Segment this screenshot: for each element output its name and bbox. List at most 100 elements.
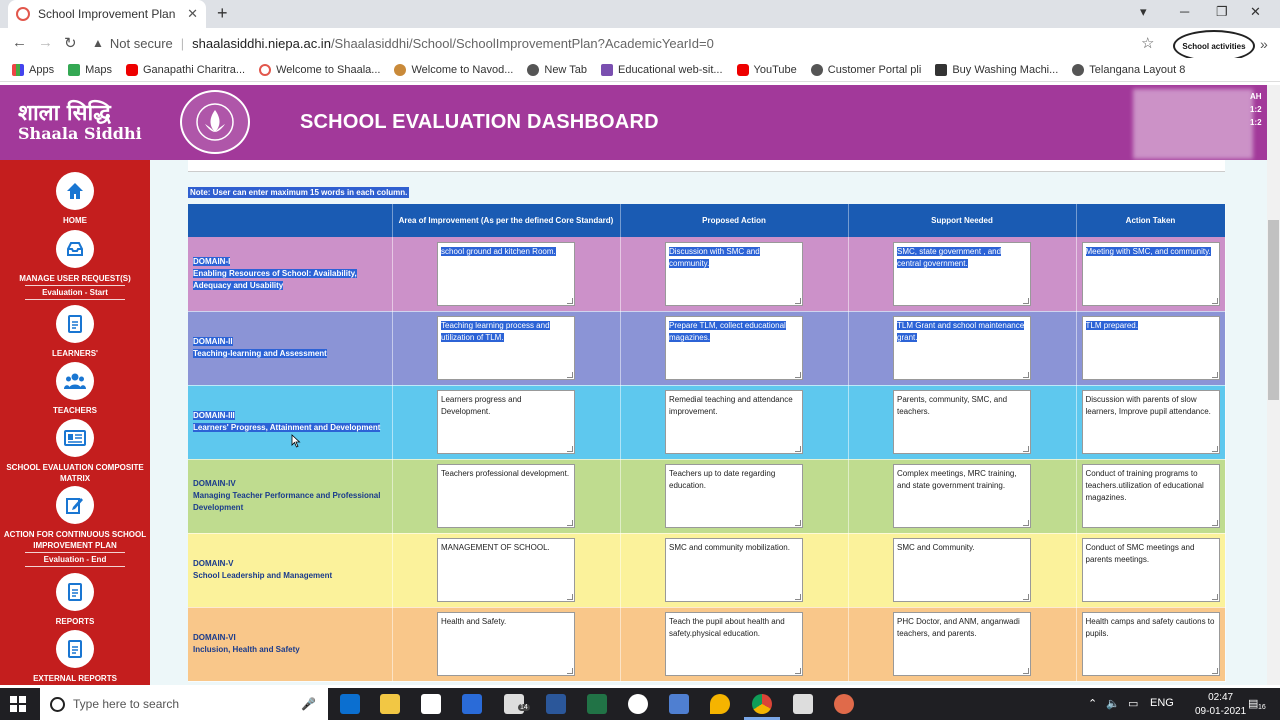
cortana-icon — [50, 696, 65, 712]
taken-text: Discussion with parents of slow learners… — [1085, 395, 1211, 416]
photos-icon[interactable] — [669, 694, 689, 714]
file-explorer-icon[interactable] — [380, 694, 400, 714]
area-textarea[interactable]: school ground ad kitchen Room. — [437, 241, 575, 306]
sidebar-item-label: REPORTS — [55, 617, 95, 626]
brand-logo[interactable]: शाला सिद्धि Shaala Siddhi — [18, 101, 142, 143]
browser-tab[interactable]: School Improvement Plan ✕ — [8, 0, 206, 28]
forward-icon[interactable]: → — [38, 34, 53, 51]
learners-doc-icon — [56, 305, 94, 343]
apps-grid-icon — [12, 63, 24, 76]
area-textarea[interactable]: Teaching learning process and utilizatio… — [437, 316, 575, 380]
ifb-icon — [935, 63, 948, 76]
support-textarea[interactable]: Complex meetings, MRC training, and stat… — [893, 464, 1031, 528]
network-icon[interactable]: ▭ — [1128, 698, 1139, 710]
sidebar-item-learners[interactable]: LEARNERS' — [0, 305, 150, 360]
taken-textarea[interactable]: Health camps and safety cautions to pupi… — [1081, 612, 1220, 676]
volume-icon[interactable]: 🔈 — [1106, 698, 1120, 710]
support-cell: SMC, state government , and central gove… — [848, 237, 1077, 312]
bookmark-ganapathi[interactable]: Ganapathi Charitra... — [125, 63, 245, 76]
proposed-textarea[interactable]: Teach the pupil about health and safety.… — [665, 612, 803, 676]
bookmark-youtube[interactable]: YouTube — [736, 63, 797, 76]
sidebar-item-composite-matrix[interactable]: SCHOOL EVALUATION COMPOSITE MATRIX — [0, 419, 150, 485]
bookmark-washing[interactable]: Buy Washing Machi... — [935, 63, 1058, 76]
brand-hindi: शाला सिद्धि — [18, 100, 111, 126]
proposed-text: SMC and community mobilization. — [669, 543, 790, 552]
proposed-text: Teachers up to date regarding education. — [669, 469, 776, 490]
improvement-plan-table: Area of Improvement (As per the defined … — [188, 204, 1226, 682]
language-indicator[interactable]: ENG — [1150, 697, 1174, 709]
taken-textarea[interactable]: Conduct of training programs to teachers… — [1081, 464, 1220, 528]
reload-icon[interactable]: ↻ — [64, 35, 77, 52]
support-textarea[interactable]: SMC and Community. — [893, 538, 1031, 602]
maps-pin-icon[interactable] — [710, 694, 730, 714]
domain-label: DOMAIN-II Teaching-learning and Assessmen… — [188, 336, 392, 360]
close-tab-icon[interactable]: ✕ — [187, 6, 198, 21]
bookmark-maps[interactable]: Maps — [68, 63, 112, 76]
support-textarea[interactable]: PHC Doctor, and ANM, anganwadi teachers,… — [893, 612, 1031, 676]
close-window-icon[interactable]: ✕ — [1250, 4, 1261, 19]
taskbar-search-box[interactable]: Type here to search 🎤 — [40, 688, 328, 720]
proposed-textarea[interactable]: Teachers up to date regarding education. — [665, 464, 803, 528]
area-textarea[interactable]: Health and Safety. — [437, 612, 575, 676]
media-icon[interactable] — [628, 694, 648, 714]
recorder-icon[interactable] — [834, 694, 854, 714]
bookmark-educational[interactable]: Educational web-sit... — [600, 63, 723, 76]
defender-icon[interactable] — [462, 694, 482, 714]
area-textarea[interactable]: Learners progress and Development. — [437, 390, 575, 454]
bookmark-shaala[interactable]: Welcome to Shaala... — [259, 63, 380, 76]
evaluation-end-label: Evaluation - End — [25, 552, 125, 567]
support-textarea[interactable]: TLM Grant and school maintenance grant. — [893, 316, 1031, 380]
bookmark-apps[interactable]: Apps — [12, 63, 54, 76]
area-textarea[interactable]: Teachers professional development. — [437, 464, 575, 528]
clock-time: 02:47 — [1208, 692, 1234, 703]
bookmarks-overflow-icon[interactable]: » — [1260, 36, 1268, 52]
support-textarea[interactable]: SMC, state government , and central gove… — [893, 241, 1031, 306]
bookmark-customer-portal[interactable]: Customer Portal pli — [810, 63, 921, 76]
minimize-icon[interactable]: ─ — [1180, 4, 1190, 19]
microphone-icon[interactable]: 🎤 — [301, 697, 316, 711]
url-field[interactable]: ▲ Not secure | shaalasiddhi.niepa.ac.in … — [92, 32, 1162, 54]
tab-search-icon[interactable]: ▾ — [1140, 4, 1147, 19]
shaala-icon — [259, 63, 272, 76]
bookmark-star-icon[interactable]: ☆ — [1141, 35, 1155, 52]
domain-id: DOMAIN-I — [193, 256, 231, 266]
reports-doc-icon — [56, 573, 94, 611]
notification-icon[interactable]: ▤ — [1248, 698, 1259, 710]
proposed-textarea[interactable]: Discussion with SMC and community. — [665, 241, 803, 306]
chrome-icon[interactable] — [752, 694, 772, 714]
globe-icon — [527, 63, 540, 76]
taken-textarea[interactable]: Discussion with parents of slow learners… — [1081, 390, 1220, 454]
proposed-textarea[interactable]: SMC and community mobilization. — [665, 538, 803, 602]
proposed-textarea[interactable]: Prepare TLM, collect educational magazin… — [665, 316, 803, 380]
windows-start-icon[interactable] — [10, 696, 26, 712]
edge-icon[interactable] — [340, 694, 360, 714]
bookmark-new-tab[interactable]: New Tab — [527, 63, 587, 76]
taskbar-clock[interactable]: 02:47 09-01-2021 — [1195, 691, 1246, 718]
store-icon[interactable] — [421, 694, 441, 714]
sidebar-item-label: TEACHERS — [52, 406, 97, 415]
sidebar-item-teachers[interactable]: TEACHERS — [0, 362, 150, 417]
new-tab-button[interactable]: + — [217, 3, 228, 23]
taken-textarea[interactable]: Conduct of SMC meetings and parents meet… — [1081, 538, 1220, 602]
sidebar-item-external-reports[interactable]: EXTERNAL REPORTS — [0, 630, 150, 685]
sidebar-item-action-plan[interactable]: ACTION FOR CONTINUOUS SCHOOL IMPROVEMENT… — [0, 486, 150, 552]
back-icon[interactable]: ← — [12, 34, 27, 51]
sidebar-item-manage-user-requests[interactable]: MANAGE USER REQUEST(S) — [0, 230, 150, 285]
sidebar-item-reports[interactable]: REPORTS — [0, 573, 150, 628]
bookmark-navodaya[interactable]: Welcome to Navod... — [394, 63, 513, 76]
tray-chevron-icon[interactable]: ⌃ — [1088, 698, 1098, 710]
taken-textarea[interactable]: TLM prepared. — [1081, 316, 1220, 380]
bookmark-telangana[interactable]: Telangana Layout 8 — [1072, 63, 1185, 76]
word-icon[interactable] — [546, 694, 566, 714]
page-scrollbar-thumb[interactable] — [1268, 220, 1279, 400]
extension-logo[interactable]: School activities — [1173, 30, 1255, 62]
taken-textarea[interactable]: Meeting with SMC, and community. — [1081, 241, 1220, 306]
excel-icon[interactable] — [587, 694, 607, 714]
area-textarea[interactable]: MANAGEMENT OF SCHOOL. — [437, 538, 575, 602]
proposed-textarea[interactable]: Remedial teaching and attendance improve… — [665, 390, 803, 454]
globe-icon — [810, 63, 823, 76]
sidebar-item-home[interactable]: HOME — [0, 172, 150, 227]
phone-link-icon[interactable] — [793, 694, 813, 714]
support-textarea[interactable]: Parents, community, SMC, and teachers. — [893, 390, 1031, 454]
restore-icon[interactable]: ❐ — [1216, 4, 1228, 19]
